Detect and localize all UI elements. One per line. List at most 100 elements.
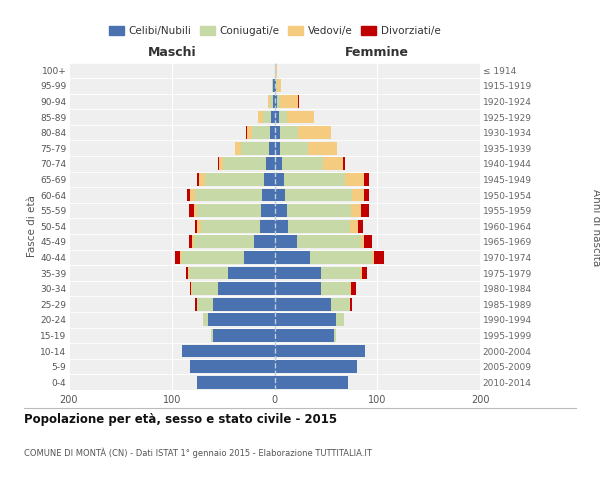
Bar xyxy=(197,220,200,232)
Bar xyxy=(321,282,350,295)
Bar xyxy=(268,95,271,108)
Bar xyxy=(271,126,275,139)
Bar xyxy=(308,142,337,154)
Text: Maschi: Maschi xyxy=(148,46,196,60)
Bar xyxy=(275,376,349,388)
Bar xyxy=(203,314,208,326)
Bar xyxy=(298,126,331,139)
Bar xyxy=(271,110,275,124)
Bar xyxy=(280,142,308,154)
Bar xyxy=(197,173,199,186)
Bar xyxy=(275,266,321,280)
Bar xyxy=(247,126,252,139)
Bar xyxy=(219,158,223,170)
Bar xyxy=(352,188,364,202)
Bar xyxy=(275,329,334,342)
Bar xyxy=(223,158,266,170)
Bar xyxy=(180,251,182,264)
Bar xyxy=(197,204,261,217)
Bar xyxy=(271,95,274,108)
Bar xyxy=(346,173,364,186)
Bar xyxy=(331,298,350,310)
Bar xyxy=(275,204,287,217)
Bar xyxy=(196,298,197,310)
Bar xyxy=(266,158,275,170)
Bar xyxy=(235,142,241,154)
Bar xyxy=(343,158,346,170)
Bar xyxy=(372,251,374,264)
Bar xyxy=(262,188,275,202)
Bar xyxy=(190,282,191,295)
Bar xyxy=(190,188,196,202)
Bar xyxy=(194,204,197,217)
Bar xyxy=(321,266,360,280)
Bar xyxy=(193,282,218,295)
Bar xyxy=(350,282,356,295)
Bar xyxy=(211,329,213,342)
Y-axis label: Fasce di età: Fasce di età xyxy=(27,196,37,257)
Bar xyxy=(361,236,364,248)
Bar xyxy=(260,220,275,232)
Bar xyxy=(213,298,275,310)
Bar xyxy=(275,344,365,358)
Bar xyxy=(281,158,323,170)
Bar xyxy=(252,126,271,139)
Bar xyxy=(275,126,280,139)
Bar xyxy=(350,204,361,217)
Bar xyxy=(287,204,350,217)
Text: COMUNE DI MONTÀ (CN) - Dati ISTAT 1° gennaio 2015 - Elaborazione TUTTITALIA.IT: COMUNE DI MONTÀ (CN) - Dati ISTAT 1° gen… xyxy=(24,448,372,458)
Bar xyxy=(244,251,275,264)
Bar xyxy=(277,80,281,92)
Legend: Celibi/Nubili, Coniugati/e, Vedovi/e, Divorziati/e: Celibi/Nubili, Coniugati/e, Vedovi/e, Di… xyxy=(107,24,442,38)
Bar xyxy=(275,80,277,92)
Bar xyxy=(275,236,297,248)
Bar xyxy=(350,298,352,310)
Bar xyxy=(287,110,314,124)
Bar xyxy=(285,188,352,202)
Bar xyxy=(241,142,269,154)
Bar xyxy=(263,110,271,124)
Bar xyxy=(277,95,280,108)
Bar xyxy=(191,282,193,295)
Bar xyxy=(182,251,244,264)
Bar xyxy=(189,204,194,217)
Bar xyxy=(264,173,275,186)
Bar xyxy=(298,95,299,108)
Bar xyxy=(275,110,278,124)
Bar xyxy=(205,173,264,186)
Bar xyxy=(361,204,369,217)
Bar xyxy=(275,142,280,154)
Bar xyxy=(275,188,285,202)
Bar xyxy=(280,95,298,108)
Bar xyxy=(275,220,288,232)
Bar xyxy=(275,314,336,326)
Bar xyxy=(336,314,344,326)
Bar xyxy=(280,126,298,139)
Text: Anni di nascita: Anni di nascita xyxy=(592,189,600,266)
Bar xyxy=(189,266,228,280)
Bar xyxy=(288,220,350,232)
Bar xyxy=(218,282,275,295)
Bar xyxy=(278,110,287,124)
Bar xyxy=(275,173,284,186)
Bar xyxy=(261,204,275,217)
Bar xyxy=(188,266,189,280)
Bar xyxy=(275,251,310,264)
Bar xyxy=(208,314,275,326)
Bar xyxy=(275,64,277,76)
Bar xyxy=(350,220,358,232)
Bar xyxy=(197,298,213,310)
Bar xyxy=(175,251,180,264)
Bar xyxy=(275,158,281,170)
Bar xyxy=(272,80,274,92)
Text: Popolazione per età, sesso e stato civile - 2015: Popolazione per età, sesso e stato civil… xyxy=(24,412,337,426)
Bar xyxy=(275,95,277,108)
Text: Femmine: Femmine xyxy=(345,46,409,60)
Bar xyxy=(258,110,263,124)
Bar xyxy=(274,95,275,108)
Bar xyxy=(213,329,275,342)
Bar xyxy=(334,329,336,342)
Bar xyxy=(364,188,369,202)
Bar xyxy=(275,298,331,310)
Bar xyxy=(228,266,275,280)
